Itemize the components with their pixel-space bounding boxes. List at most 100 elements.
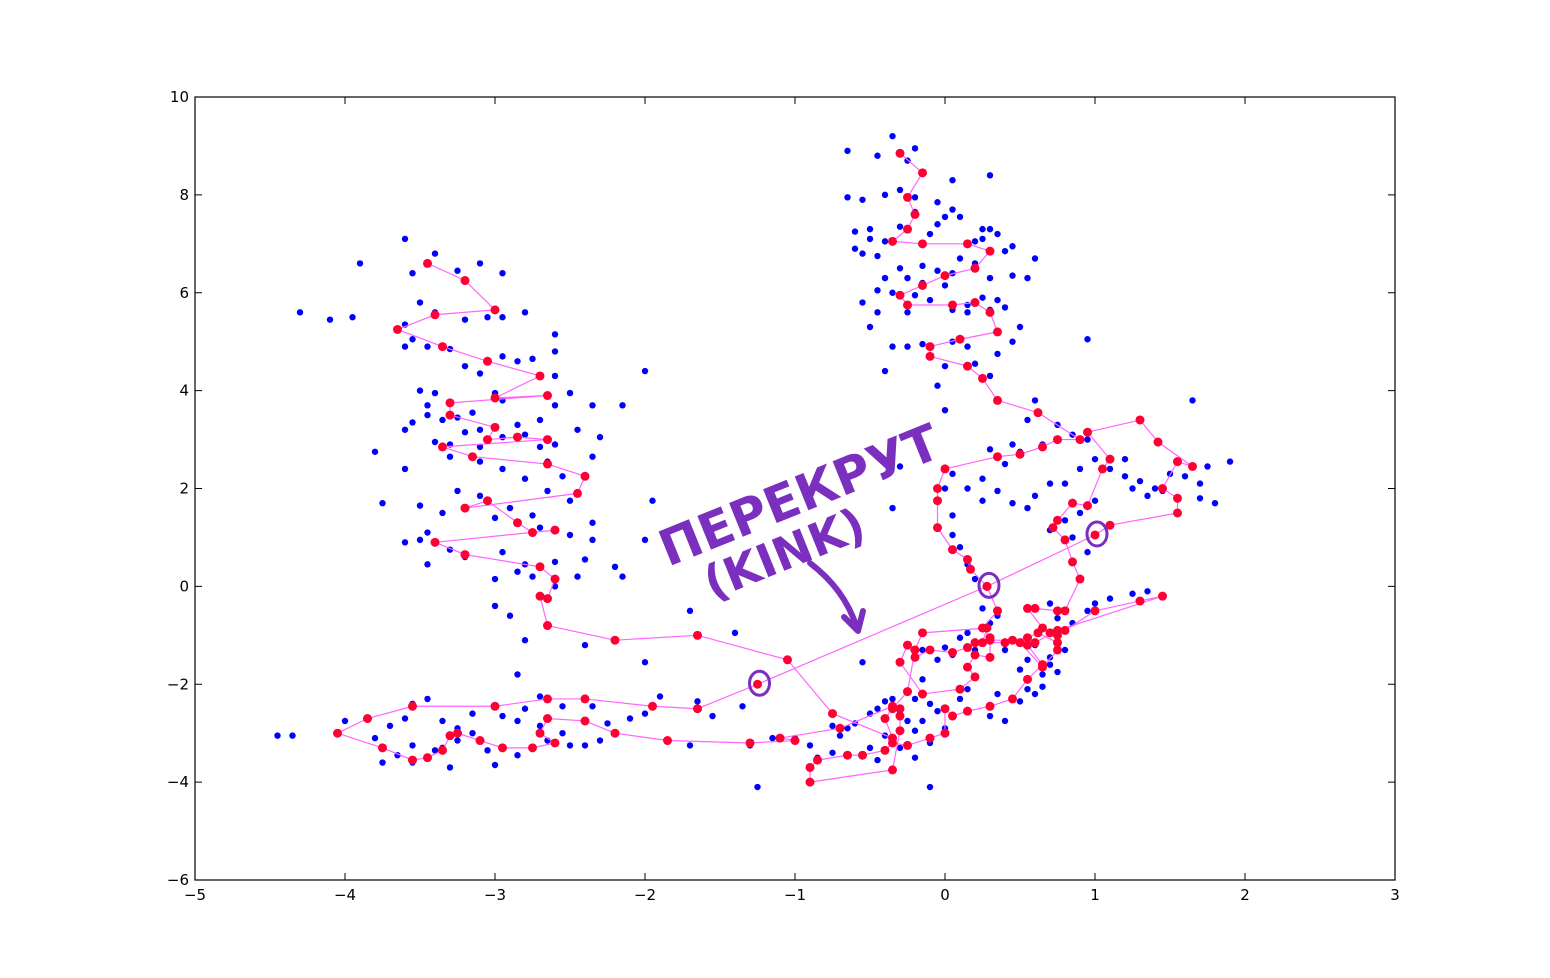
path-point [1173,493,1182,503]
sample-point [536,443,544,451]
sample-point [476,426,484,433]
sample-point [551,558,559,566]
sample-point [454,267,461,274]
path-point [1045,628,1055,638]
path-point [1033,628,1043,638]
sample-point [626,715,634,722]
path-point [1075,435,1085,445]
sample-point [1084,336,1091,343]
path-point [982,623,992,633]
sample-point [866,744,874,752]
path-point [1098,464,1107,474]
sample-point [1144,492,1151,500]
sample-point [926,783,934,791]
path-point [948,300,957,310]
sample-point [439,717,446,725]
x-tick-label: −3 [484,886,506,904]
path-point [1135,596,1145,606]
path-point [993,395,1002,405]
sample-point [881,274,889,282]
sample-point [986,274,994,282]
sample-point [1121,473,1129,480]
sample-point [1039,683,1046,690]
sample-point [499,314,506,321]
sample-point [1001,304,1009,311]
path-point [955,334,965,344]
sample-point [401,343,409,350]
sample-point [589,519,596,526]
sample-point [949,470,956,478]
sample-point [851,245,859,252]
path-point [985,246,995,256]
sample-point [1009,338,1016,345]
x-tick-label: −4 [334,886,356,904]
sample-point [994,296,1001,304]
sample-point [926,700,934,708]
sample-point [476,492,484,500]
sample-point [499,712,506,720]
sample-point [866,323,874,331]
sample-point [296,309,304,316]
sample-point [439,416,446,424]
sample-point [1009,272,1016,279]
path-point [805,762,815,772]
sample-point [484,747,491,754]
sample-point [649,497,656,504]
sample-point [619,573,626,580]
sample-point [424,343,431,350]
sample-point [536,524,544,531]
path-point [663,736,672,746]
path-point [985,307,995,317]
sample-point [514,421,521,429]
path-point [925,733,935,743]
sample-point [979,475,986,482]
path-point [1008,694,1017,704]
path-point [1153,437,1163,447]
path-point [1068,498,1077,508]
sample-point [881,698,889,705]
sample-point [409,419,416,426]
sample-point [889,289,896,296]
sample-point [446,453,454,460]
y-tick-label: 8 [179,186,189,204]
sample-point [469,729,476,737]
path-point [895,290,905,300]
path-point [610,728,620,738]
sample-point [401,539,409,546]
path-point [1060,625,1070,635]
sample-point [1189,397,1196,404]
sample-point [431,438,439,446]
sample-point [491,602,499,610]
path-point [940,704,950,714]
path-point [550,525,560,535]
sample-point [589,703,596,710]
sample-point [836,732,844,739]
path-point [918,628,927,638]
path-point [490,393,500,403]
sample-point [934,267,941,274]
sample-point [409,742,416,749]
path-point [423,258,432,268]
sample-point [559,473,566,480]
sample-point [934,707,941,715]
sample-point [889,695,896,703]
y-tick-label: 4 [179,382,189,400]
sample-point [566,389,574,397]
path-point [1033,408,1043,418]
path-point [880,745,890,755]
sample-point [416,502,424,509]
path-point [858,750,867,760]
sample-point [941,644,949,651]
sample-point [1016,698,1024,705]
path-point [430,537,440,547]
path-point [993,452,1002,462]
path-point [1068,557,1077,567]
path-point [1083,427,1092,437]
sample-point [896,744,904,752]
path-point [895,148,905,158]
path-point [543,435,552,445]
sample-point [409,269,416,277]
sample-point [1129,485,1136,492]
sample-point [461,429,469,436]
path-point [790,736,800,746]
